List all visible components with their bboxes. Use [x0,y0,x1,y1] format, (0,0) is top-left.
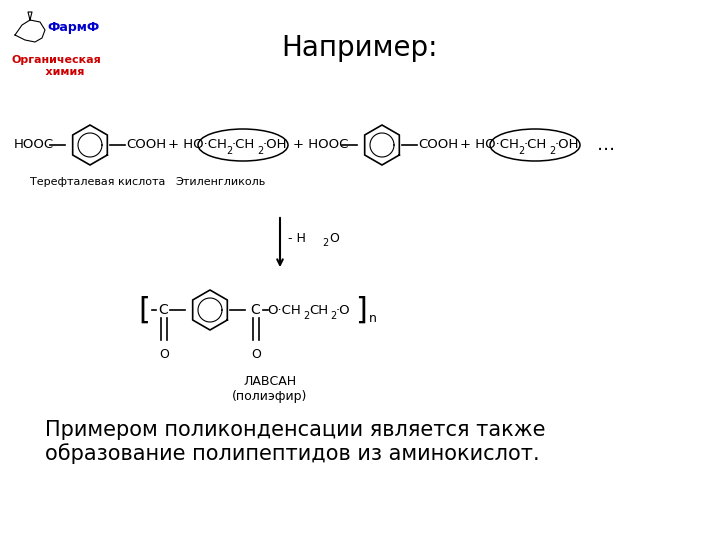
Text: [: [ [138,295,150,325]
Text: Например:: Например: [282,34,438,62]
Text: COOH: COOH [126,138,166,152]
Text: n: n [369,312,377,325]
Text: + HO·CH: + HO·CH [168,138,227,152]
Text: ФармФ: ФармФ [47,22,99,35]
Text: COOH: COOH [418,138,458,152]
Text: O: O [159,348,169,361]
Text: O·CH: O·CH [267,303,301,316]
Text: Примером поликонденсации является также
образование полипептидов из аминокислот.: Примером поликонденсации является также … [45,420,546,464]
Text: ·OH: ·OH [263,138,287,152]
Text: 2: 2 [303,311,310,321]
Text: 2: 2 [330,311,336,321]
Text: ·O: ·O [336,303,351,316]
Text: Этиленгликоль: Этиленгликоль [175,177,265,187]
Text: + HO·CH: + HO·CH [460,138,519,152]
Text: C: C [158,303,168,317]
Text: 2: 2 [322,238,328,248]
Text: 2: 2 [257,146,264,156]
Text: 2: 2 [518,146,524,156]
Text: CH: CH [309,303,328,316]
Text: + HOOC: + HOOC [293,138,348,152]
Text: - H: - H [288,232,306,245]
Text: O: O [329,232,339,245]
Text: Терефталевая кислота: Терефталевая кислота [30,177,166,187]
Text: O: O [251,348,261,361]
Text: ·CH: ·CH [524,138,547,152]
Text: C: C [250,303,260,317]
Text: …: … [597,136,615,154]
Text: 2: 2 [549,146,555,156]
Text: 2: 2 [226,146,233,156]
Text: ЛАВСАН
(полиэфир): ЛАВСАН (полиэфир) [233,375,307,403]
Text: ·CH: ·CH [232,138,256,152]
Text: ]: ] [355,295,367,325]
Text: ·OH: ·OH [555,138,580,152]
Text: Органическая
    химия: Органическая химия [12,55,102,77]
Text: HOOC: HOOC [14,138,54,152]
